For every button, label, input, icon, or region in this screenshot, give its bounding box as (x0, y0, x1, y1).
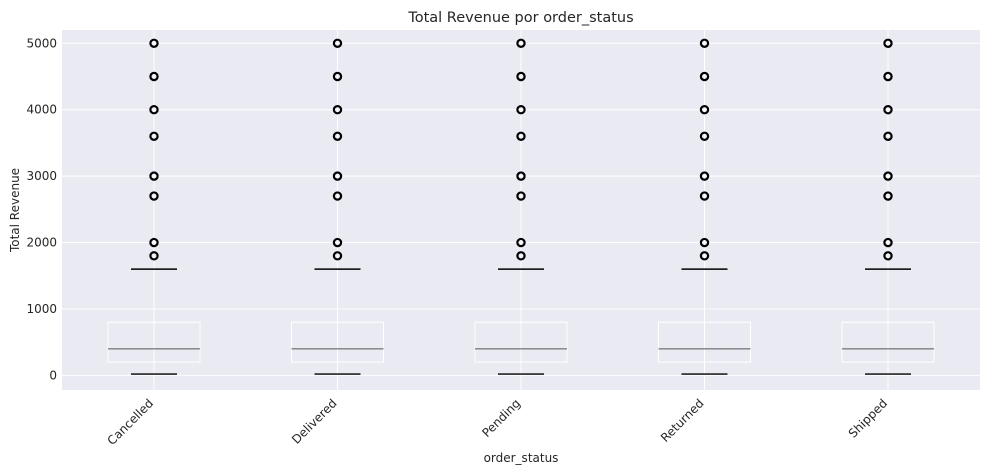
chart-title: Total Revenue por order_status (407, 10, 633, 26)
outlier-point (699, 38, 710, 48)
x-tick-labels: Cancelled Delivered Pending Returned Shipped (105, 396, 891, 448)
box-shipped (841, 38, 935, 375)
outlier-point (883, 38, 893, 48)
y-tick-label: 1000 (26, 302, 57, 316)
outlier-point (516, 191, 526, 201)
y-tick-labels: 0 1000 2000 3000 4000 5000 (26, 36, 57, 382)
box-delivered (291, 38, 384, 375)
box-iqr (107, 321, 201, 363)
outlier-point (332, 251, 343, 261)
y-tick-label: 4000 (26, 103, 57, 117)
outlier-point (332, 237, 343, 248)
y-tick-label: 5000 (26, 36, 57, 50)
outlier-point (516, 251, 526, 261)
outlier-point (699, 191, 710, 201)
outlier-point (149, 171, 159, 181)
outlier-point (149, 191, 159, 201)
outlier-point (149, 71, 159, 82)
outlier-point (149, 105, 159, 115)
outlier-point (699, 105, 710, 115)
outlier-point (149, 251, 159, 261)
outlier-point (883, 191, 893, 201)
outlier-point (332, 105, 343, 115)
outlier-point (332, 131, 343, 141)
outlier-point (699, 237, 710, 248)
box-iqr (291, 321, 384, 363)
outlier-point (516, 38, 526, 48)
outlier-point (516, 131, 526, 141)
outlier-point (332, 171, 343, 181)
box-returned (658, 38, 751, 375)
outlier-point (883, 171, 893, 181)
y-axis-label: Total Revenue (8, 168, 22, 253)
y-tick-label: 2000 (26, 236, 57, 250)
outlier-point (699, 251, 710, 261)
outlier-point (516, 237, 526, 248)
outlier-point (149, 237, 159, 248)
box-pending (474, 38, 568, 375)
x-tick-label: Pending (479, 396, 523, 440)
outlier-point (332, 191, 343, 201)
outlier-point (699, 171, 710, 181)
box-iqr (474, 321, 568, 363)
outlier-point (883, 71, 893, 82)
x-tick-label: Cancelled (105, 396, 157, 448)
y-tick-label: 3000 (26, 169, 57, 183)
outlier-point (332, 71, 343, 82)
outlier-point (516, 105, 526, 115)
x-tick-label: Returned (658, 396, 707, 445)
outlier-point (149, 131, 159, 141)
box-cancelled (107, 38, 201, 375)
outlier-point (699, 131, 710, 141)
outlier-point (332, 38, 343, 48)
outlier-point (883, 237, 893, 248)
boxes (107, 38, 935, 375)
y-tick-label: 0 (49, 368, 57, 382)
outlier-point (883, 105, 893, 115)
outlier-point (699, 71, 710, 82)
outlier-point (883, 131, 893, 141)
box-iqr (841, 321, 935, 363)
outlier-point (516, 171, 526, 181)
outlier-point (149, 38, 159, 48)
x-tick-label: Shipped (846, 396, 890, 440)
outlier-point (516, 71, 526, 82)
box-iqr (658, 321, 751, 363)
x-tick-label: Delivered (289, 396, 340, 447)
outlier-point (883, 251, 893, 261)
x-axis-label: order_status (484, 451, 559, 465)
